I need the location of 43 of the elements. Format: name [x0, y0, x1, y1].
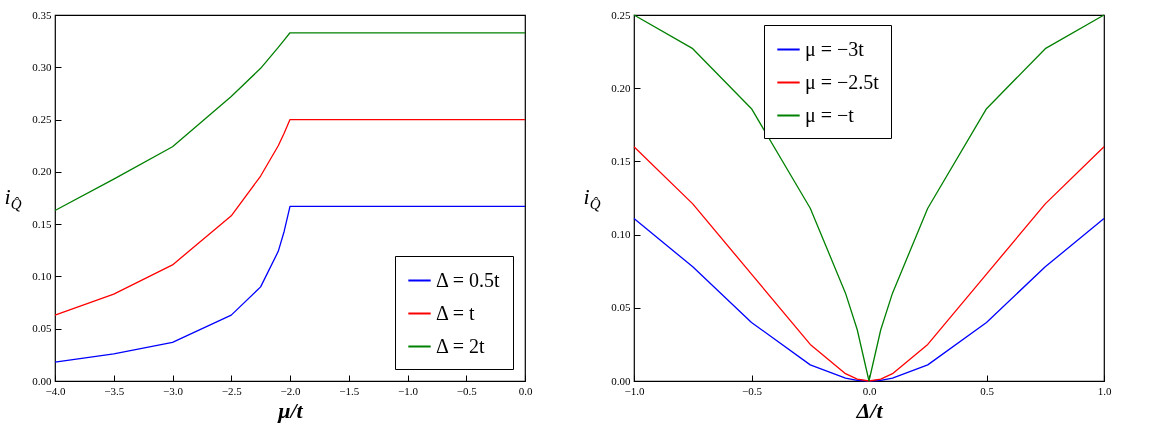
legend-label: μ = −3t: [805, 37, 865, 60]
line-series: [633, 217, 1105, 382]
y-tick-label: 0.15: [611, 154, 631, 167]
y-tick-label: 0.35: [32, 8, 52, 20]
x-axis-title: Δ/t: [855, 397, 884, 422]
x-tick-label: 0.0: [518, 384, 533, 396]
x-tick-label: −1.5: [339, 384, 360, 396]
y-tick-label: 0.10: [32, 269, 52, 282]
y-tick-label: 0.10: [611, 227, 631, 240]
x-tick-label: −4.0: [45, 384, 66, 396]
x-tick-label: −0.5: [456, 384, 478, 396]
x-tick-label: −3.0: [163, 384, 184, 396]
x-tick-label: −2.0: [280, 384, 301, 396]
line-series: [54, 31, 526, 211]
x-tick-label: −3.5: [104, 384, 125, 396]
y-axis-title: i$_{Q̂}$: [582, 184, 602, 214]
line-series: [54, 205, 526, 363]
legend-label: μ = −2.5t: [805, 70, 880, 93]
legend-label: Δ = 2t: [436, 334, 486, 356]
y-tick-label: 0.00: [611, 374, 631, 386]
y-tick-label: 0.05: [32, 321, 52, 334]
y-tick-label: 0.25: [611, 8, 631, 20]
x-tick-label: 0.5: [980, 384, 995, 396]
x-tick-label: −1.0: [398, 384, 419, 396]
x-tick-label: 0.0: [862, 384, 877, 396]
y-axis-title: i$_{Q̂}$: [3, 184, 23, 214]
y-tick-label: 0.25: [32, 112, 52, 125]
line-series: [633, 13, 1105, 382]
y-tick-label: 0.05: [611, 300, 631, 313]
y-tick-label: 0.30: [32, 60, 52, 73]
y-tick-label: 0.20: [32, 164, 52, 177]
line-series: [633, 145, 1105, 382]
x-tick-label: −2.5: [221, 384, 243, 396]
legend-label: μ = −t: [805, 103, 855, 126]
legend-label: Δ = 0.5t: [436, 268, 501, 290]
x-tick-label: 1.0: [1097, 384, 1112, 396]
legend-label: Δ = t: [436, 301, 476, 323]
y-tick-label: 0.15: [32, 217, 52, 230]
y-tick-label: 0.20: [611, 81, 631, 94]
x-tick-label: −0.5: [742, 384, 763, 396]
x-tick-label: −1.0: [624, 384, 645, 396]
x-axis-title: μ/t: [277, 397, 304, 422]
y-tick-label: 0.00: [32, 374, 52, 386]
